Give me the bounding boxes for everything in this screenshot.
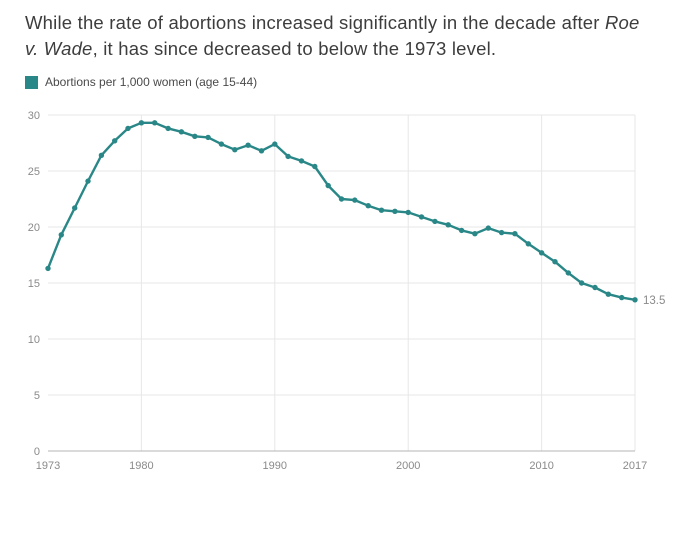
y-tick-label: 30 [28, 110, 40, 122]
data-point [418, 214, 425, 220]
x-tick-label: 2000 [396, 460, 420, 472]
y-tick-label: 0 [34, 446, 40, 458]
legend: Abortions per 1,000 women (age 15-44) [25, 75, 675, 89]
legend-swatch [25, 75, 38, 89]
data-point [352, 197, 358, 203]
x-tick-label: 2010 [529, 460, 553, 472]
data-point [218, 141, 225, 147]
chart-title: While the rate of abortions increased si… [25, 10, 650, 61]
line-chart: 0 5 10 15 20 25 30 1973 1980 1990 2000 2010 2017 13.5 [0, 101, 675, 486]
data-point [405, 209, 411, 216]
data-point [178, 129, 185, 135]
data-point [138, 120, 145, 126]
y-tick-label: 25 [28, 166, 40, 178]
legend-label: Abortions per 1,000 women (age 15-44) [45, 75, 258, 90]
chart-title-italic: Roe v. Wade [25, 12, 640, 59]
data-point [619, 294, 625, 301]
data-point [498, 229, 505, 236]
data-point [98, 152, 105, 159]
data-point [605, 291, 611, 297]
data-point [165, 125, 171, 132]
data-point [192, 133, 198, 140]
data-point [258, 148, 265, 154]
data-point [232, 147, 238, 153]
data-point [458, 227, 465, 234]
data-point [632, 297, 638, 303]
data-point [392, 208, 398, 215]
x-tick-label: 1980 [129, 460, 153, 472]
trend-line [46, 121, 637, 302]
line-chart-svg: 0 5 10 15 20 25 30 1973 1980 1990 2000 2010 2017 13.5 [28, 110, 666, 472]
data-point [112, 138, 118, 144]
x-tick-label: 1990 [263, 460, 287, 472]
y-tick-label: 5 [34, 390, 40, 402]
data-point [445, 222, 451, 228]
data-point [85, 178, 91, 184]
data-point [378, 207, 385, 213]
y-tick-label: 10 [28, 334, 40, 346]
data-point [472, 231, 478, 237]
chart-title-part2: , it has since decreased to below the 19… [92, 37, 497, 59]
y-tick-label: 20 [28, 222, 40, 234]
data-point [432, 218, 438, 225]
data-point [592, 284, 598, 291]
data-point [365, 203, 371, 209]
data-point [578, 280, 585, 286]
data-point [72, 205, 78, 211]
data-point [245, 142, 251, 148]
chart-title-part1: While the rate of abortions increased si… [25, 12, 605, 33]
data-point [338, 196, 345, 202]
x-tick-label: 2017 [623, 460, 647, 472]
data-point [285, 153, 291, 160]
data-point [58, 232, 64, 238]
data-point [125, 125, 131, 132]
end-value-label: 13.5 [643, 295, 665, 307]
y-tick-label: 15 [28, 278, 40, 290]
data-point [298, 158, 305, 164]
data-point [565, 270, 571, 276]
data-point [525, 241, 531, 247]
data-point [512, 231, 518, 237]
data-point [538, 250, 545, 256]
data-point [485, 225, 491, 231]
data-point [205, 134, 211, 141]
data-point [312, 163, 318, 170]
x-tick-label: 1973 [36, 460, 60, 472]
data-point [272, 141, 278, 147]
data-point [325, 182, 331, 189]
data-point [552, 259, 558, 265]
data-point [152, 120, 158, 126]
data-point [45, 265, 51, 272]
chart-page: While the rate of abortions increased si… [0, 10, 675, 538]
